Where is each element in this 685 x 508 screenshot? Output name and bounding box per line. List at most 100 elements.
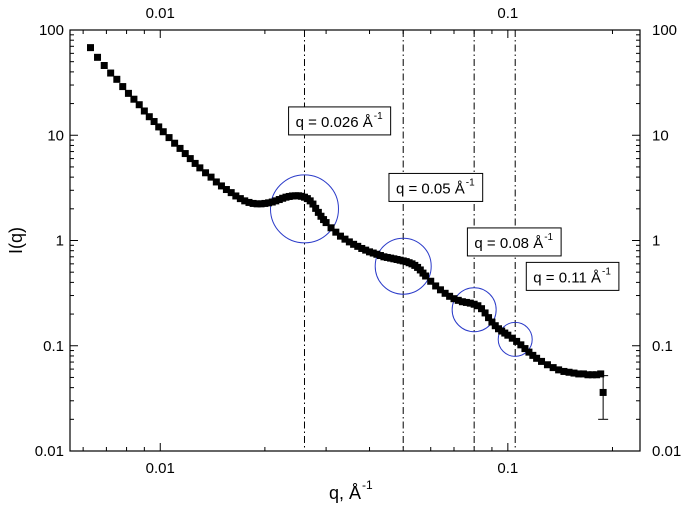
data-point <box>227 189 235 197</box>
annotation-label-superscript: -1 <box>374 111 383 122</box>
y-tick-label-left: 0.01 <box>35 443 64 460</box>
data-point <box>462 298 470 306</box>
data-point <box>257 200 265 208</box>
annotation-3: q = 0.08 Å -1 <box>466 227 562 257</box>
data-point <box>217 182 225 190</box>
data-point <box>140 107 148 115</box>
data-point <box>336 232 344 240</box>
annotation-label: q = 0.11 Å <box>533 269 601 286</box>
data-point <box>529 351 537 359</box>
data-points-layer <box>87 44 609 420</box>
data-point <box>241 197 249 205</box>
data-point <box>543 361 551 369</box>
y-tick-label-right: 1 <box>652 233 660 250</box>
x-axis-title-superscript: -1 <box>362 478 373 492</box>
data-point <box>327 224 335 232</box>
x-tick-label-bottom: 0.1 <box>497 460 518 477</box>
data-point <box>322 219 330 227</box>
annotation-label-superscript: -1 <box>602 266 611 277</box>
data-point <box>481 309 489 317</box>
data-point <box>369 249 377 257</box>
x-tick-label-bottom: 0.01 <box>146 460 175 477</box>
data-point <box>593 371 601 379</box>
y-tick-label-right: 0.01 <box>652 443 681 460</box>
data-point <box>196 164 204 172</box>
data-point <box>212 178 220 186</box>
peak-circle-2 <box>374 237 432 295</box>
data-point <box>565 368 573 376</box>
data-point <box>268 198 276 206</box>
data-point <box>222 186 230 194</box>
data-point <box>176 144 184 152</box>
data-point <box>517 341 525 349</box>
data-point <box>373 250 381 258</box>
annotation-label: q = 0.026 Å <box>296 114 373 131</box>
data-point <box>358 244 366 252</box>
data-point <box>579 370 587 378</box>
data-point <box>441 289 449 297</box>
data-point <box>422 272 430 280</box>
axis-labels-layer: 0.01 0.1 0.01 0.1 0.01 0.1 1 10 100 0.01 0.1 1 10 100… <box>6 5 681 503</box>
reference-lines-layer <box>303 30 516 451</box>
annotation-2: q = 0.05 Å -1 <box>388 172 484 202</box>
data-point <box>584 371 592 379</box>
data-point <box>332 228 340 236</box>
data-point <box>575 370 583 378</box>
data-point <box>100 61 108 69</box>
data-point <box>245 198 253 206</box>
x-tick-label-top: 0.1 <box>497 5 518 22</box>
x-tick-label-top: 0.01 <box>146 5 175 22</box>
peak-circle-1 <box>269 174 339 244</box>
data-point <box>130 95 138 103</box>
data-point <box>458 298 466 306</box>
data-point <box>165 134 173 142</box>
data-point <box>521 345 529 353</box>
data-point <box>113 75 121 83</box>
data-point <box>309 200 317 208</box>
annotation-box <box>466 227 562 257</box>
data-point <box>261 199 269 207</box>
data-point <box>446 292 454 300</box>
data-point <box>236 195 244 203</box>
data-point <box>362 246 370 254</box>
data-point <box>432 282 440 290</box>
data-point <box>181 150 189 158</box>
data-point <box>207 173 215 181</box>
annotation-box <box>525 261 620 291</box>
data-point <box>107 69 115 77</box>
data-point <box>513 337 521 345</box>
data-point <box>485 314 493 322</box>
y-tick-label-right: 0.1 <box>652 338 673 355</box>
y-tick-label-right: 100 <box>652 22 677 39</box>
data-point <box>171 139 179 147</box>
annotation-label-superscript: -1 <box>544 232 553 243</box>
data-point <box>466 299 474 307</box>
peak-circle-4 <box>497 321 533 357</box>
data-point <box>253 200 261 208</box>
data-point <box>314 208 322 216</box>
annotation-4: q = 0.11 Å -1 <box>525 261 620 291</box>
data-point <box>427 277 435 285</box>
data-point <box>436 286 444 294</box>
data-point <box>186 155 194 163</box>
data-point <box>560 367 568 375</box>
data-point <box>525 348 533 356</box>
data-point <box>478 305 486 313</box>
data-point <box>597 370 605 378</box>
data-point <box>350 240 358 248</box>
annotation-boxes-layer: q = 0.026 Å -1q = 0.05 Å -1q = 0.08 Å -1q =… <box>288 106 620 291</box>
data-point <box>155 123 163 131</box>
y-tick-label-right: 10 <box>652 127 669 144</box>
data-point <box>135 101 143 109</box>
y-tick-label-left: 100 <box>39 22 64 39</box>
data-point <box>119 83 127 91</box>
y-tick-label-left: 0.1 <box>43 338 64 355</box>
data-point <box>124 89 132 97</box>
data-point <box>354 242 362 250</box>
data-point <box>470 300 478 308</box>
x-axis-title: q, Å <box>329 483 361 503</box>
data-point <box>555 366 563 374</box>
data-point <box>94 53 102 61</box>
